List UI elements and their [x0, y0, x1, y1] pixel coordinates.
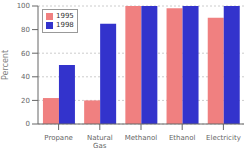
svg-text:Electricity: Electricity	[206, 134, 241, 142]
svg-text:40: 40	[21, 73, 30, 81]
svg-text:Percent: Percent	[8, 50, 10, 80]
svg-text:20: 20	[21, 97, 30, 105]
svg-text:100: 100	[17, 2, 30, 10]
svg-text:Methanol: Methanol	[125, 134, 158, 142]
svg-text:80: 80	[21, 26, 30, 34]
svg-text:0: 0	[26, 120, 30, 128]
html-text:1995: 1995	[56, 12, 74, 20]
svg-text:60: 60	[21, 50, 30, 58]
svg-text:Propane: Propane	[44, 134, 73, 142]
svg-text:Ethanol: Ethanol	[169, 134, 196, 142]
svg-text:NaturalGas: NaturalGas	[87, 134, 113, 148]
html-text:1998: 1998	[56, 21, 74, 29]
